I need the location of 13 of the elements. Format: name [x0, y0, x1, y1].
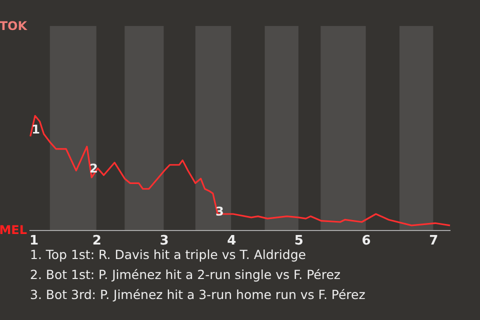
x-tick-label: 4 — [227, 234, 236, 248]
annotation: 1 — [32, 122, 40, 136]
text: 2. Bot 1st: P. Jiménez hit a 2-run single vs F. Pérez — [30, 266, 342, 284]
text: 1. Top 1st: R. Davis hit a triple vs T. Aldridge — [30, 247, 306, 262]
text: 3. Bot 3rd: P. Jiménez hit a 3-run home run vs F. Pérez — [30, 286, 366, 304]
x-tick-label: 6 — [362, 234, 371, 248]
annotation: 2 — [89, 161, 98, 176]
x-tick-label: 3 — [160, 234, 169, 248]
x-tick-label: 2 — [92, 234, 102, 248]
x-tick-label: 1 — [30, 234, 39, 248]
x-tick-label: 5 — [294, 234, 304, 248]
x-tick-label: 7 — [429, 234, 438, 248]
text: MEL — [0, 223, 28, 237]
